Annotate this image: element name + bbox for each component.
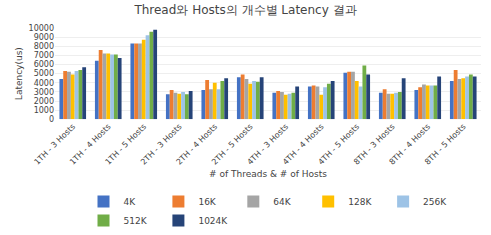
svg-text:8TH - 3 Hosts: 8TH - 3 Hosts <box>352 122 397 167</box>
svg-text:1000: 1000 <box>34 106 54 115</box>
svg-text:0: 0 <box>49 115 54 124</box>
svg-text:1TH - 4 Hosts: 1TH - 4 Hosts <box>68 122 113 167</box>
svg-text:2TH - 5 Hosts: 2TH - 5 Hosts <box>210 122 255 167</box>
svg-text:5000: 5000 <box>34 69 54 78</box>
svg-text:2TH - 4 Hosts: 2TH - 4 Hosts <box>174 122 219 167</box>
svg-text:6000: 6000 <box>34 60 54 69</box>
svg-text:1TH - 5 Hosts: 1TH - 5 Hosts <box>103 122 148 167</box>
svg-text:7000: 7000 <box>34 51 54 60</box>
svg-text:4TH - 4 Hosts: 4TH - 4 Hosts <box>281 122 326 167</box>
svg-text:8TH - 5 Hosts: 8TH - 5 Hosts <box>423 122 468 167</box>
svg-text:2TH - 3 Hosts: 2TH - 3 Hosts <box>139 122 184 167</box>
svg-text:4TH - 3 Hosts: 4TH - 3 Hosts <box>245 122 290 167</box>
svg-text:4000: 4000 <box>34 79 54 88</box>
svg-text:# of Threads & # of Hosts: # of Threads & # of Hosts <box>209 169 327 179</box>
svg-text:3000: 3000 <box>34 88 54 97</box>
svg-text:Thread와 Hosts의 개수별 Latency 결과: Thread와 Hosts의 개수별 Latency 결과 <box>133 3 356 17</box>
svg-text:8TH - 4 Hosts: 8TH - 4 Hosts <box>387 122 432 167</box>
svg-text:1024K: 1024K <box>198 216 228 226</box>
svg-text:4TH - 5 Hosts: 4TH - 5 Hosts <box>316 122 361 167</box>
svg-text:64K: 64K <box>273 197 291 207</box>
svg-text:2000: 2000 <box>34 97 54 106</box>
svg-text:256K: 256K <box>423 197 447 207</box>
svg-text:16K: 16K <box>198 197 216 207</box>
svg-text:Latency(us): Latency(us) <box>14 47 24 100</box>
svg-text:10000: 10000 <box>29 24 54 33</box>
svg-text:9000: 9000 <box>34 33 54 42</box>
svg-text:4K: 4K <box>124 197 137 207</box>
svg-text:128K: 128K <box>348 197 372 207</box>
svg-text:512K: 512K <box>124 216 148 226</box>
svg-text:8000: 8000 <box>34 42 54 51</box>
svg-text:1TH - 3 Hosts: 1TH - 3 Hosts <box>32 122 77 167</box>
